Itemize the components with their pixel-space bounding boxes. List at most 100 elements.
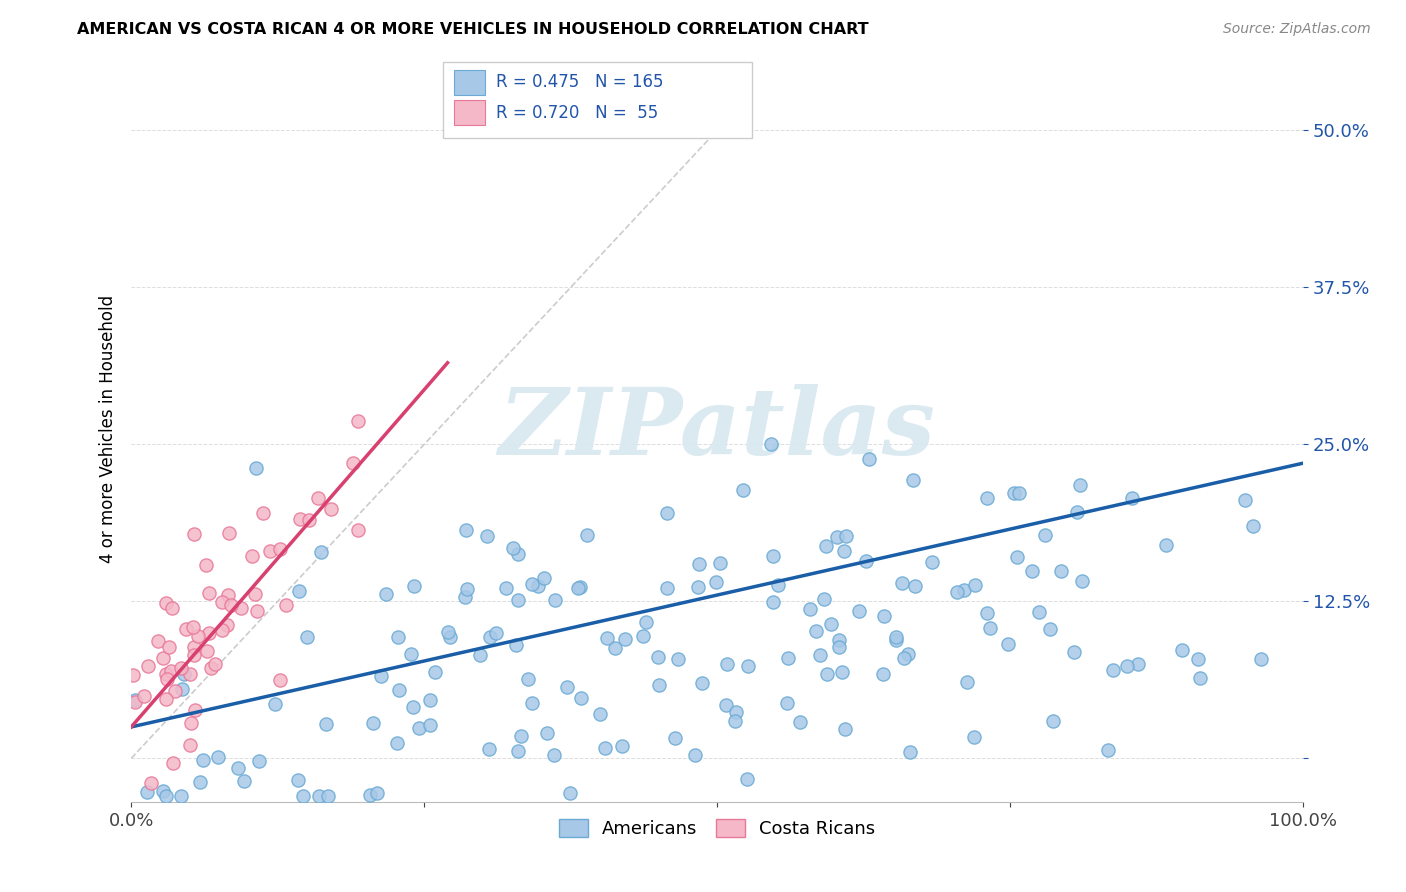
- Point: [976, 606, 998, 620]
- Point: [197, 625, 219, 640]
- Point: [366, 787, 388, 801]
- Y-axis label: 4 or more Vehicles in Household: 4 or more Vehicles in Household: [100, 294, 117, 563]
- Point: [146, 633, 169, 648]
- Legend: Americans, Costa Ricans: Americans, Costa Ricans: [551, 812, 883, 846]
- Point: [706, 574, 728, 589]
- Point: [1002, 486, 1025, 500]
- Point: [1188, 671, 1211, 685]
- Point: [347, 523, 370, 537]
- Point: [759, 436, 782, 450]
- Point: [762, 594, 785, 608]
- Point: [976, 491, 998, 505]
- Point: [688, 580, 710, 594]
- Point: [789, 715, 811, 730]
- Point: [401, 700, 423, 714]
- Point: [997, 637, 1019, 651]
- Point: [1049, 565, 1071, 579]
- Point: [159, 664, 181, 678]
- Point: [155, 691, 177, 706]
- Point: [953, 583, 976, 598]
- Point: [901, 473, 924, 487]
- Point: [274, 598, 297, 612]
- Point: [716, 657, 738, 672]
- Point: [269, 542, 291, 557]
- Point: [828, 633, 851, 648]
- Point: [155, 789, 177, 803]
- Point: [898, 745, 921, 759]
- Point: [806, 624, 828, 639]
- Point: [179, 667, 201, 681]
- Point: [183, 703, 205, 717]
- Point: [505, 638, 527, 652]
- Point: [247, 754, 270, 768]
- Point: [567, 582, 589, 596]
- Point: [709, 556, 731, 570]
- Point: [555, 680, 578, 694]
- Point: [269, 673, 291, 688]
- Point: [828, 640, 851, 655]
- Point: [1234, 492, 1257, 507]
- Point: [724, 714, 747, 728]
- Point: [419, 692, 441, 706]
- Point: [121, 668, 143, 682]
- Point: [155, 666, 177, 681]
- Point: [510, 729, 533, 743]
- Point: [399, 647, 422, 661]
- Point: [478, 742, 501, 756]
- Point: [636, 615, 658, 629]
- Point: [891, 576, 914, 591]
- Point: [211, 623, 233, 637]
- Point: [217, 588, 239, 602]
- Point: [228, 761, 250, 775]
- Point: [589, 706, 612, 721]
- Point: [558, 786, 581, 800]
- Point: [191, 753, 214, 767]
- Point: [370, 668, 392, 682]
- Point: [453, 590, 475, 604]
- Point: [183, 640, 205, 654]
- Point: [347, 414, 370, 428]
- Point: [374, 587, 396, 601]
- Point: [259, 544, 281, 558]
- Point: [858, 452, 880, 467]
- Point: [188, 775, 211, 789]
- Point: [735, 772, 758, 786]
- Point: [731, 483, 754, 497]
- Point: [342, 456, 364, 470]
- Point: [979, 621, 1001, 635]
- Point: [425, 665, 447, 680]
- Point: [240, 549, 263, 563]
- Point: [291, 789, 314, 803]
- Point: [263, 697, 285, 711]
- Point: [170, 661, 193, 675]
- Point: [221, 598, 243, 612]
- Point: [685, 748, 707, 763]
- Point: [762, 549, 785, 563]
- Point: [456, 582, 478, 597]
- Point: [436, 625, 458, 640]
- Point: [295, 630, 318, 644]
- Point: [1250, 652, 1272, 666]
- Point: [603, 640, 626, 655]
- Point: [173, 667, 195, 681]
- Point: [506, 547, 529, 561]
- Point: [502, 541, 524, 555]
- Point: [385, 736, 408, 750]
- Point: [309, 545, 332, 559]
- Point: [316, 789, 339, 803]
- Point: [204, 657, 226, 671]
- Point: [1005, 549, 1028, 564]
- Point: [506, 744, 529, 758]
- Point: [808, 648, 831, 663]
- Point: [536, 726, 558, 740]
- Point: [162, 756, 184, 770]
- Point: [1063, 645, 1085, 659]
- Point: [152, 651, 174, 665]
- Point: [1102, 663, 1125, 677]
- Point: [872, 666, 894, 681]
- Point: [1069, 478, 1091, 492]
- Point: [657, 582, 679, 596]
- Point: [1033, 527, 1056, 541]
- Point: [647, 678, 669, 692]
- Point: [544, 592, 567, 607]
